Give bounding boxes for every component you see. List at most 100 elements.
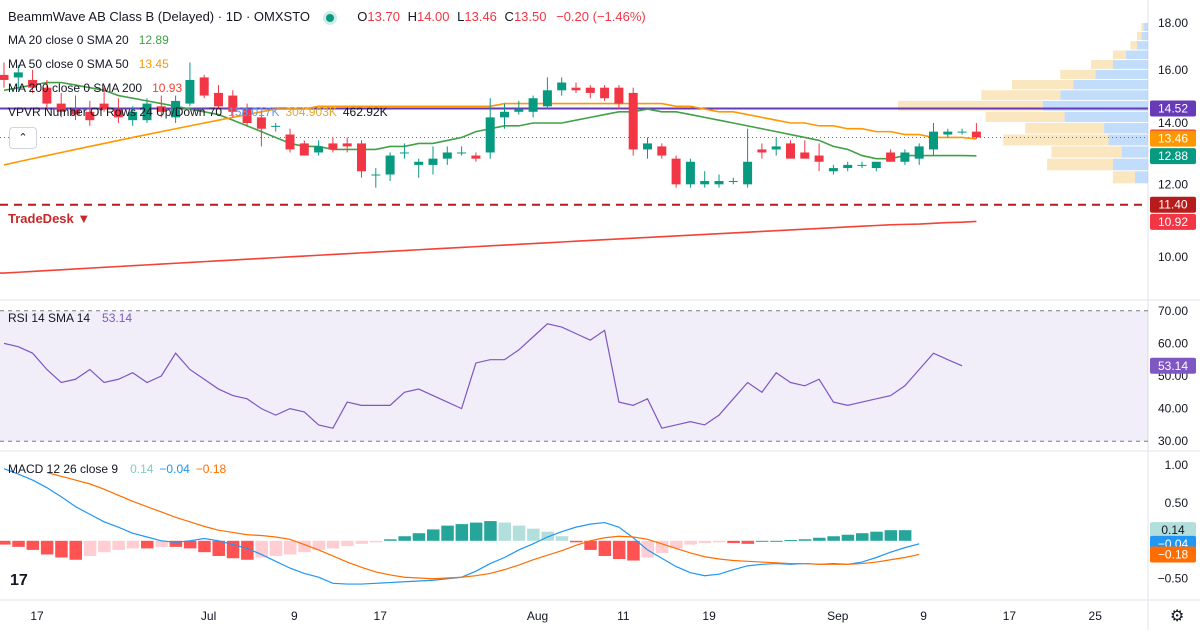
macd-histogram-bar — [684, 540, 697, 545]
tradedesk-annotation[interactable]: TradeDesk ▼ — [8, 211, 90, 226]
candle-body — [657, 146, 667, 156]
price-tag-label: 11.40 — [1158, 198, 1187, 212]
price-tag — [1150, 130, 1196, 147]
candle-body — [271, 125, 281, 127]
macd-histogram-bar — [555, 536, 569, 541]
macd-histogram-bar — [813, 537, 826, 541]
macd-histogram-bar — [40, 540, 54, 555]
symbol-name[interactable]: BeammWave AB Class B (Delayed) — [8, 9, 215, 24]
volume-profile-down-bar — [1090, 60, 1113, 69]
macd-histogram-bar — [241, 540, 254, 560]
candle-body — [457, 152, 467, 154]
macd-histogram-bar — [112, 540, 125, 550]
volume-profile-down-bar — [1137, 31, 1142, 41]
macd-histogram-bar — [427, 529, 440, 541]
low-value: 13.46 — [464, 9, 497, 24]
candle-body — [929, 131, 938, 150]
time-axis-tick-label: Sep — [827, 609, 849, 623]
time-axis-tick-label: 11 — [617, 609, 630, 623]
macd-axis-tick-label: 1.00 — [1165, 458, 1189, 472]
macd-histogram-bar — [612, 540, 626, 560]
macd-histogram-bar — [441, 525, 454, 541]
candle-body — [828, 168, 838, 172]
collapse-legend-button[interactable]: ⌃ — [9, 127, 37, 149]
legend-ma20[interactable]: MA 20 close 0 SMA 20 12.89 — [8, 32, 169, 48]
candle-body — [843, 164, 853, 169]
candle-body — [600, 87, 610, 99]
macd-histogram-bar — [512, 525, 526, 541]
rsi-band — [0, 310, 1148, 442]
interval-label[interactable]: 1D — [225, 9, 243, 24]
legend-vpvr[interactable]: VPVR Number Of Rows 24 Up/Down 70 158.017… — [8, 104, 388, 120]
legend-macd-macd: −0.04 — [159, 462, 190, 476]
macd-histogram-bar — [727, 540, 740, 544]
time-axis-tick-label: 17 — [374, 609, 388, 623]
candle-body — [385, 155, 395, 175]
candle-body — [71, 109, 80, 115]
price-axis-tick-label: 12.00 — [1158, 177, 1188, 191]
macd-histogram-bar — [870, 531, 883, 541]
volume-profile-down-bar — [1141, 23, 1144, 31]
time-axis-tick-label: 9 — [291, 609, 298, 623]
candle-body — [99, 103, 109, 110]
open-label: O — [357, 9, 368, 24]
tradingview-logo-icon[interactable]: 17 — [10, 572, 28, 589]
legend-rsi-value: 53.14 — [102, 311, 133, 325]
candle-body — [614, 87, 624, 104]
macd-histogram-bar — [355, 540, 368, 544]
macd-histogram-bar — [69, 540, 82, 560]
volume-profile-up-bar — [1073, 79, 1148, 90]
high-value: 14.00 — [416, 9, 450, 24]
legend-vpvr-label: VPVR Number Of Rows 24 Up/Down 70 — [8, 105, 223, 119]
symbol-header: BeammWave AB Class B (Delayed) · 1D · OM… — [8, 9, 646, 24]
macd-histogram-bar — [627, 540, 640, 561]
legend-rsi[interactable]: RSI 14 SMA 14 53.14 — [8, 310, 132, 326]
volume-profile-up-bar — [1126, 50, 1148, 60]
volume-profile-up-bar — [1064, 111, 1148, 123]
candle-body — [228, 95, 238, 112]
volume-profile-down-bar — [1047, 158, 1113, 171]
macd-histogram-bar — [269, 540, 283, 556]
candle-body — [914, 146, 924, 159]
candle-body — [242, 109, 252, 124]
gear-icon[interactable]: ⚙ — [1170, 608, 1185, 625]
volume-profile-up-bar — [1112, 60, 1148, 69]
legend-ma50-value: 13.45 — [138, 57, 169, 71]
candle-body — [814, 155, 824, 162]
volume-profile-up-bar — [1060, 90, 1148, 100]
candle-body — [585, 87, 595, 93]
volume-profile-up-bar — [1134, 171, 1148, 184]
price-tag-label: 12.88 — [1158, 149, 1188, 163]
legend-ma200-label: MA 200 close 0 SMA 200 — [8, 81, 143, 95]
macd-histogram-bar — [98, 540, 111, 553]
rsi-axis-tick-label: 30.00 — [1158, 434, 1188, 448]
legend-macd[interactable]: MACD 12 26 close 9 0.14 −0.04 −0.18 — [8, 461, 226, 477]
volume-profile-down-bar — [1060, 69, 1096, 79]
macd-tag-label: 0.14 — [1161, 523, 1185, 537]
legend-ma200[interactable]: MA 200 close 0 SMA 200 10.93 — [8, 80, 182, 96]
candle-body — [42, 87, 52, 104]
macd-histogram-bar — [584, 540, 597, 550]
macd-histogram-bar — [284, 540, 297, 555]
macd-histogram-bar — [641, 540, 654, 558]
candle-body — [299, 143, 309, 156]
candle-body — [113, 109, 123, 118]
macd-histogram-bar — [26, 540, 40, 550]
volume-profile-up-bar — [1121, 146, 1148, 158]
candle-body — [886, 152, 896, 162]
legend-rsi-label: RSI 14 SMA 14 — [8, 311, 91, 325]
candle-body — [214, 92, 223, 107]
candle-body — [643, 143, 652, 150]
macd-histogram-bar — [369, 540, 383, 543]
legend-ma50-label: MA 50 close 0 SMA 50 — [8, 57, 129, 71]
macd-histogram-bar — [670, 540, 683, 549]
volume-profile-down-bar — [1051, 146, 1122, 158]
legend-ma50[interactable]: MA 50 close 0 SMA 50 13.45 — [8, 56, 169, 72]
rsi-tag-label: 53.14 — [1158, 359, 1188, 373]
candle-body — [728, 181, 738, 183]
price-axis-tick-label: 18.00 — [1158, 16, 1188, 30]
price-tag — [1150, 148, 1196, 165]
volume-profile-down-bar — [1112, 50, 1127, 60]
